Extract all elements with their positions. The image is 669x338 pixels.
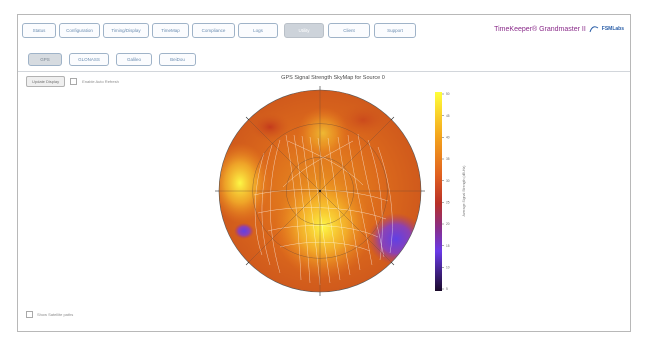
subtab-galileo[interactable]: Galileo bbox=[116, 53, 152, 66]
colorbar-tick-label: 45 bbox=[446, 114, 450, 118]
app-window: Status Configuration Timing/Display Time… bbox=[17, 14, 631, 332]
colorbar bbox=[435, 92, 442, 291]
satellite-paths-control: Show Satellite paths bbox=[26, 311, 73, 318]
colorbar-tick-label: 40 bbox=[446, 136, 450, 140]
skymap-chart: 50 45 40 35 30 25 20 15 10 5 Average Signal Stren… bbox=[215, 86, 466, 296]
tab-timemap[interactable]: TimeMap bbox=[152, 23, 189, 38]
tab-support[interactable]: Support bbox=[374, 23, 416, 38]
auto-refresh-checkbox[interactable] bbox=[70, 78, 78, 85]
brand-header: TimeKeeper® Grandmaster II FSMLabs bbox=[494, 25, 624, 33]
colorbar-ticks: 50 45 40 35 30 25 20 15 10 5 bbox=[442, 92, 450, 291]
subtab-gps[interactable]: GPS bbox=[28, 53, 62, 66]
zenith-marker bbox=[318, 189, 322, 193]
show-paths-label: Show Satellite paths bbox=[37, 312, 74, 317]
tab-client[interactable]: Client bbox=[328, 23, 370, 38]
fsmlabs-logo-icon bbox=[589, 26, 599, 33]
skymap-title: GPS Signal Strength SkyMap for Source 0 bbox=[281, 75, 385, 81]
azimuth-ticks bbox=[215, 86, 425, 296]
colorbar-tick-label: 35 bbox=[446, 157, 450, 161]
colorbar-tick-label: 5 bbox=[446, 287, 448, 291]
show-paths-checkbox[interactable] bbox=[26, 311, 33, 318]
tab-utility[interactable]: Utility bbox=[284, 23, 324, 38]
tab-timing-display[interactable]: Timing/Display bbox=[103, 23, 149, 38]
colorbar-label: Average Signal Strength (dB-Hz) bbox=[462, 166, 466, 217]
auto-refresh-label: Enable Auto Refresh bbox=[82, 79, 119, 84]
tab-configuration[interactable]: Configuration bbox=[59, 23, 100, 38]
colorbar-tick-label: 50 bbox=[446, 92, 450, 96]
logo-text: FSMLabs bbox=[601, 26, 624, 32]
colorbar-tick-label: 15 bbox=[446, 244, 450, 248]
colorbar-tick-label: 30 bbox=[446, 179, 450, 183]
section-divider bbox=[18, 71, 630, 72]
tab-status[interactable]: Status bbox=[22, 23, 56, 38]
tab-compliance[interactable]: Compliance bbox=[192, 23, 235, 38]
tab-logs[interactable]: Logs bbox=[238, 23, 278, 38]
skymap-controls: Update Display Enable Auto Refresh bbox=[26, 76, 119, 87]
subtab-glonass[interactable]: GLONASS bbox=[69, 53, 109, 66]
subtab-beidou[interactable]: BeiDou bbox=[159, 53, 196, 66]
colorbar-tick-label: 25 bbox=[446, 201, 450, 205]
colorbar-tick-label: 20 bbox=[446, 222, 450, 226]
product-title: TimeKeeper® Grandmaster II bbox=[494, 25, 586, 33]
update-display-button[interactable]: Update Display bbox=[26, 76, 66, 87]
colorbar-tick-label: 10 bbox=[446, 266, 450, 270]
